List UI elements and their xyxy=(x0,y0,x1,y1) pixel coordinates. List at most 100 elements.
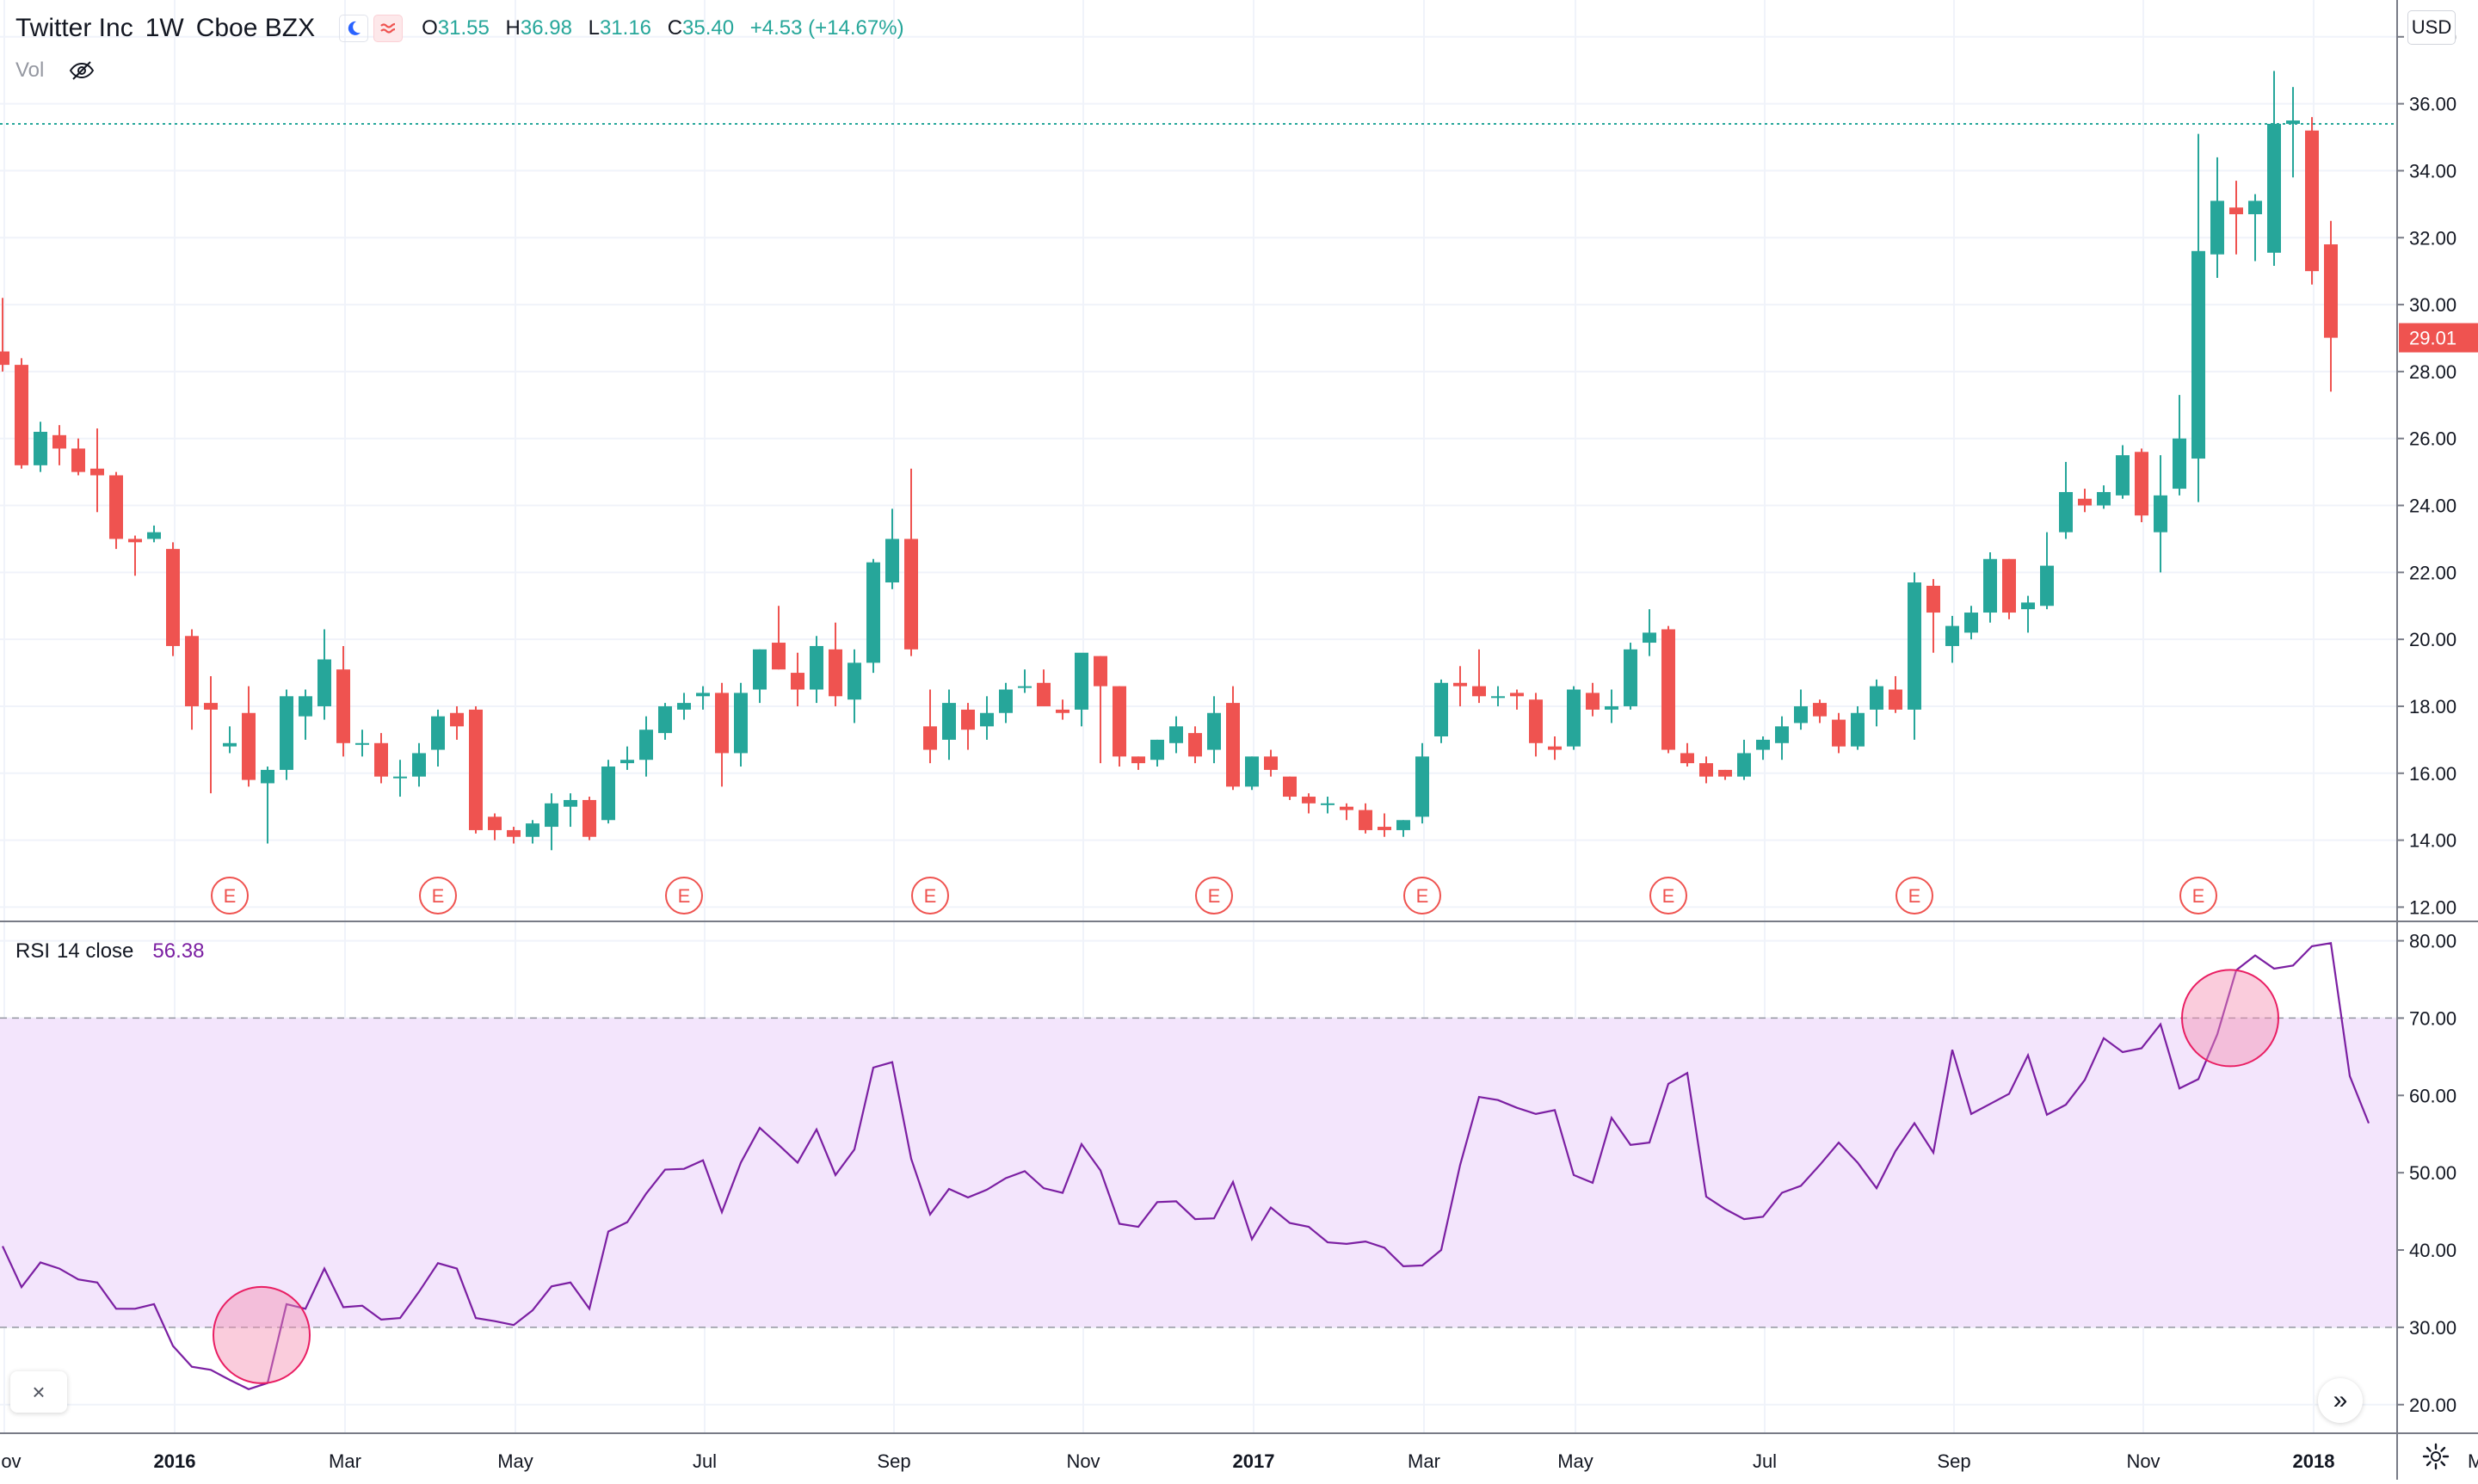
candle-body xyxy=(620,760,634,764)
candle-body xyxy=(2059,491,2073,533)
candle-body xyxy=(1340,806,1353,810)
eye-hidden-icon[interactable] xyxy=(68,60,96,81)
candle-body xyxy=(166,549,180,646)
time-tick-label: May xyxy=(1557,1450,1593,1472)
candle-body xyxy=(1018,686,1032,688)
candle-body xyxy=(52,434,66,449)
candle-body xyxy=(355,742,369,745)
candle-body xyxy=(1150,739,1164,760)
symbol-name[interactable]: Twitter Inc xyxy=(15,14,133,42)
candle-body xyxy=(1605,705,1618,710)
volume-legend: Vol xyxy=(15,58,96,83)
price-axis: 38.0036.0034.0032.0030.0028.0026.0024.00… xyxy=(2397,27,2456,918)
candle-body xyxy=(507,829,521,837)
candle-body xyxy=(2248,200,2262,215)
candle-body xyxy=(904,539,918,650)
candle-body xyxy=(1302,797,1316,804)
candle-body xyxy=(999,689,1013,713)
rsi-tick-label: 70.00 xyxy=(2409,1007,2456,1029)
scroll-to-realtime-button[interactable]: » xyxy=(2318,1378,2363,1423)
time-tick-label: 2016 xyxy=(154,1450,196,1472)
candle-body xyxy=(2116,455,2130,496)
candle-body xyxy=(0,351,9,366)
candle-body xyxy=(601,767,615,821)
close-button[interactable]: × xyxy=(10,1371,67,1413)
rsi-band xyxy=(0,1018,2397,1327)
candle-body xyxy=(2097,491,2111,506)
candle-body xyxy=(1207,712,1221,750)
candle-body xyxy=(1624,649,1637,706)
rsi-tick-label: 60.00 xyxy=(2409,1085,2456,1106)
price-tick-label: 32.00 xyxy=(2409,227,2456,249)
candle-body xyxy=(564,799,577,807)
earnings-marker-circle xyxy=(1195,877,1233,914)
candle-body xyxy=(1548,746,1562,750)
ohlc-values: O31.55 H36.98 L31.16 C35.40 +4.53 (+14.6… xyxy=(422,16,903,40)
high-label: H xyxy=(505,16,521,40)
market-status-icon[interactable] xyxy=(339,15,369,42)
candle-body xyxy=(545,803,558,828)
gear-icon[interactable] xyxy=(2421,1442,2450,1471)
candle-body xyxy=(2210,200,2224,255)
candle-body xyxy=(204,703,218,710)
candle-body xyxy=(1283,776,1297,797)
interval-label[interactable]: 1W xyxy=(145,14,184,42)
symbol-legend: Twitter Inc 1W Cboe BZX O31.55 H36.98 L3… xyxy=(15,14,904,43)
candle-body xyxy=(1131,756,1145,764)
candle-body xyxy=(1945,625,1959,646)
candle-body xyxy=(2305,130,2319,272)
highlight-circle xyxy=(2181,969,2279,1068)
candle-body xyxy=(1832,719,1846,747)
candle-body xyxy=(1056,709,1069,713)
candle-body xyxy=(696,693,710,697)
time-tick-label: Nov xyxy=(1066,1450,1100,1472)
candle-body xyxy=(2002,558,2016,613)
candle-body xyxy=(1813,703,1827,717)
price-tick-label: 34.00 xyxy=(2409,160,2456,182)
candle-body xyxy=(1643,632,1656,643)
rsi-name[interactable]: RSI xyxy=(15,939,51,963)
earnings-marker: E xyxy=(1403,877,1441,914)
candle-body xyxy=(469,709,483,830)
price-tick-label: 16.00 xyxy=(2409,763,2456,785)
volume-label[interactable]: Vol xyxy=(15,58,45,82)
earnings-marker-label: E xyxy=(1662,885,1675,907)
rsi-legend: RSI 14 close 56.38 xyxy=(15,939,204,964)
earnings-marker-label: E xyxy=(1908,885,1921,907)
candle-body xyxy=(2229,207,2243,215)
price-tick-label: 22.00 xyxy=(2409,562,2456,583)
candle-body xyxy=(791,673,804,690)
candle-body xyxy=(1661,629,1675,750)
price-tick-label: 24.00 xyxy=(2409,496,2456,517)
earnings-marker: E xyxy=(211,877,249,914)
candle-body xyxy=(1699,763,1713,777)
time-tick-label: 2017 xyxy=(1233,1450,1275,1472)
candle-body xyxy=(15,365,28,465)
price-tick-label: 36.00 xyxy=(2409,94,2456,115)
time-tick-label: Sep xyxy=(1937,1450,1970,1472)
candle-body xyxy=(488,816,502,830)
candle-body xyxy=(374,742,388,777)
candle-body xyxy=(1094,656,1107,687)
candle-body xyxy=(1491,696,1505,699)
candle-body xyxy=(639,730,653,760)
candle-body xyxy=(848,662,861,700)
candle-body xyxy=(393,776,407,779)
earnings-marker-label: E xyxy=(1416,885,1429,907)
candle-body xyxy=(772,643,786,670)
delayed-data-icon[interactable] xyxy=(373,15,404,42)
candle-body xyxy=(1453,682,1467,687)
candle-body xyxy=(866,562,880,663)
candle-body xyxy=(2191,250,2205,459)
candle-body xyxy=(34,431,47,465)
candle-body xyxy=(829,649,842,697)
price-tick-label: 28.00 xyxy=(2409,361,2456,383)
rsi-tick-label: 80.00 xyxy=(2409,931,2456,952)
candle-body xyxy=(223,742,237,747)
candle-body xyxy=(1264,756,1278,770)
currency-button[interactable]: USD xyxy=(2407,10,2456,45)
candle-body xyxy=(1529,699,1543,743)
candle-body xyxy=(658,705,672,734)
